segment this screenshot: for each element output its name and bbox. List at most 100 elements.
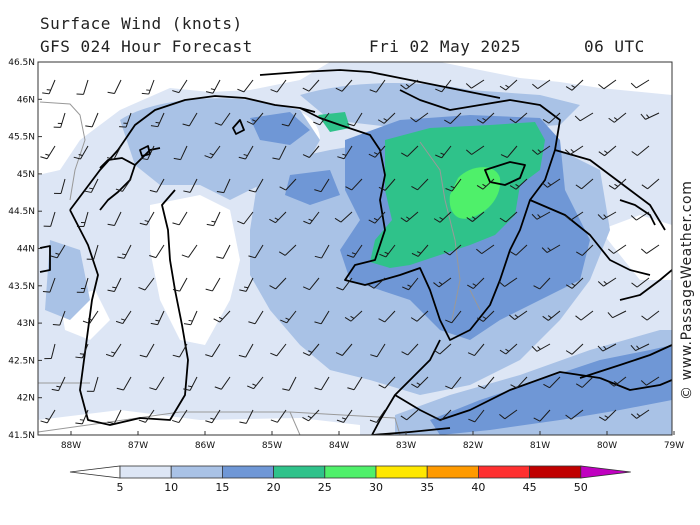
wind-barb bbox=[269, 277, 287, 290]
wind-barb bbox=[477, 376, 495, 389]
longitude-labels: 88W 87W 86W 85W 84W 83W 82W 81W 80W 79W bbox=[61, 431, 684, 451]
wind-barb bbox=[370, 343, 386, 358]
wind-barb bbox=[434, 409, 452, 422]
latitude-labels: 46.5N 46N 45.5N 45N 44.5N 44N 43.5N 43N 42.5N 42N… bbox=[8, 58, 42, 441]
legend-label: 30 bbox=[369, 481, 383, 494]
wind-barb bbox=[565, 277, 584, 289]
wind-barb bbox=[410, 310, 429, 322]
wind-barb bbox=[237, 79, 254, 93]
wind-barb bbox=[377, 112, 396, 124]
wind-barb bbox=[335, 79, 353, 92]
wind-barb bbox=[75, 409, 89, 425]
lat-label: 44.5N bbox=[8, 207, 35, 217]
wind-barb bbox=[138, 409, 155, 423]
wind-barb bbox=[368, 145, 386, 158]
wind-barb bbox=[499, 79, 518, 91]
wind-barb bbox=[640, 376, 660, 386]
lat-label: 42.5N bbox=[8, 356, 35, 366]
wind-barb bbox=[533, 409, 551, 422]
wind-barb bbox=[141, 79, 155, 95]
wind-barb bbox=[510, 376, 528, 389]
forecast-time: 06 UTC bbox=[584, 37, 645, 56]
wind-barb bbox=[149, 178, 165, 193]
lat-label: 41.5N bbox=[8, 431, 35, 441]
wind-barb bbox=[314, 244, 330, 259]
wind-barb bbox=[640, 244, 660, 254]
legend-label: 45 bbox=[523, 481, 537, 494]
wind-barb bbox=[443, 244, 462, 256]
wind-barb bbox=[641, 178, 660, 190]
wind-barb bbox=[541, 178, 561, 188]
wind-barb bbox=[565, 343, 584, 355]
wind-barb bbox=[466, 211, 485, 222]
wind-barb bbox=[599, 409, 617, 421]
wind-barb bbox=[107, 211, 122, 227]
wind-barb bbox=[500, 145, 518, 158]
wind-barb bbox=[509, 178, 528, 190]
wind-barb bbox=[531, 343, 551, 352]
wind-barb bbox=[379, 244, 396, 258]
wind-barb bbox=[150, 112, 165, 128]
legend-label: 40 bbox=[471, 481, 485, 494]
wind-barb bbox=[565, 79, 584, 91]
wind-barb bbox=[435, 145, 452, 159]
wind-barb bbox=[575, 376, 594, 388]
wind-barb bbox=[410, 112, 429, 123]
lon-label: 79W bbox=[664, 441, 684, 451]
wind-barb bbox=[465, 145, 485, 155]
wind-barb bbox=[433, 277, 452, 288]
wind-barb bbox=[445, 310, 462, 324]
wind-barb bbox=[53, 112, 66, 128]
wind-barb bbox=[270, 409, 287, 423]
wind-barb bbox=[270, 343, 287, 357]
wind-barb bbox=[43, 211, 56, 227]
wind-barb bbox=[542, 310, 561, 321]
wind-barb bbox=[533, 277, 551, 290]
wind-barb bbox=[107, 277, 122, 292]
coastlines bbox=[39, 69, 672, 435]
wind-barb bbox=[272, 145, 287, 160]
wind-barb bbox=[640, 112, 660, 120]
wind-barb bbox=[181, 244, 198, 258]
wind-barb bbox=[445, 178, 462, 192]
legend-swatch bbox=[170, 465, 223, 479]
legend-label: 10 bbox=[164, 481, 178, 494]
wind-barb bbox=[411, 244, 429, 257]
wind-barb bbox=[172, 211, 188, 226]
legend-swatch bbox=[119, 465, 172, 479]
lon-label: 86W bbox=[195, 441, 215, 451]
wind-barb bbox=[641, 310, 660, 321]
wind-barb bbox=[336, 277, 353, 291]
wind-barb bbox=[401, 343, 419, 356]
wind-barb bbox=[50, 244, 66, 259]
legend-label: 50 bbox=[574, 481, 588, 494]
wind-barb bbox=[206, 211, 221, 227]
wind-barb bbox=[302, 79, 320, 92]
wind-barb bbox=[44, 343, 56, 360]
wind-barb bbox=[238, 343, 254, 358]
lat-label: 45N bbox=[17, 170, 35, 180]
wind-barb bbox=[182, 112, 198, 127]
wind-barb bbox=[411, 178, 429, 191]
wind-barb bbox=[183, 376, 198, 391]
wind-barb bbox=[608, 376, 627, 387]
lon-label: 80W bbox=[597, 441, 617, 451]
legend-swatch bbox=[221, 465, 274, 479]
lon-label: 88W bbox=[61, 441, 81, 451]
wind-barb bbox=[51, 376, 66, 392]
wind-barb bbox=[279, 178, 297, 191]
wind-barb bbox=[598, 79, 617, 90]
wind-barb bbox=[369, 409, 386, 423]
wind-barb bbox=[542, 112, 561, 124]
wind-barb bbox=[172, 409, 188, 424]
wind-barb bbox=[281, 112, 297, 127]
wind-barb bbox=[337, 145, 353, 160]
wind-barb bbox=[76, 211, 89, 227]
wind-barb bbox=[149, 244, 165, 259]
lon-label: 87W bbox=[128, 441, 148, 451]
wind-barb bbox=[76, 277, 89, 293]
legend-low-arrow bbox=[69, 465, 121, 479]
wind-barb bbox=[302, 343, 320, 356]
wind-barb bbox=[280, 310, 297, 324]
wind-barb bbox=[335, 343, 353, 356]
